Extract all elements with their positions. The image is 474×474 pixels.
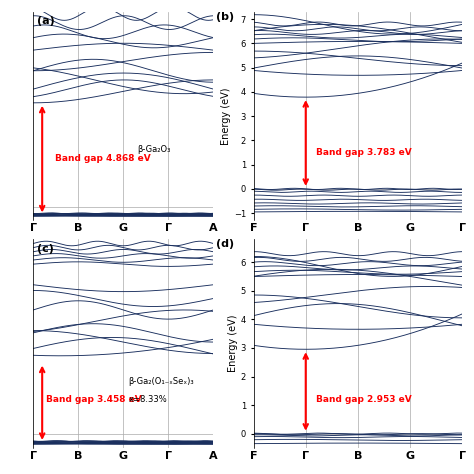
Text: (a): (a)	[37, 16, 55, 26]
Text: Band gap 2.953 eV: Band gap 2.953 eV	[316, 395, 412, 404]
Text: (b): (b)	[216, 12, 234, 22]
Text: Band gap 3.458 eV: Band gap 3.458 eV	[46, 395, 142, 404]
Text: Band gap 3.783 eV: Band gap 3.783 eV	[316, 148, 412, 157]
Text: x=8.33%: x=8.33%	[128, 395, 167, 404]
Text: β-Ga₂O₃: β-Ga₂O₃	[137, 145, 171, 154]
Text: Band gap 4.868 eV: Band gap 4.868 eV	[55, 154, 151, 163]
Text: β-Ga₂(O₁₋ₓSeₓ)₃: β-Ga₂(O₁₋ₓSeₓ)₃	[128, 377, 194, 386]
Text: (c): (c)	[37, 244, 54, 254]
Text: (d): (d)	[216, 239, 234, 249]
Y-axis label: Energy (eV): Energy (eV)	[221, 87, 231, 145]
Y-axis label: Energy (eV): Energy (eV)	[228, 315, 238, 373]
